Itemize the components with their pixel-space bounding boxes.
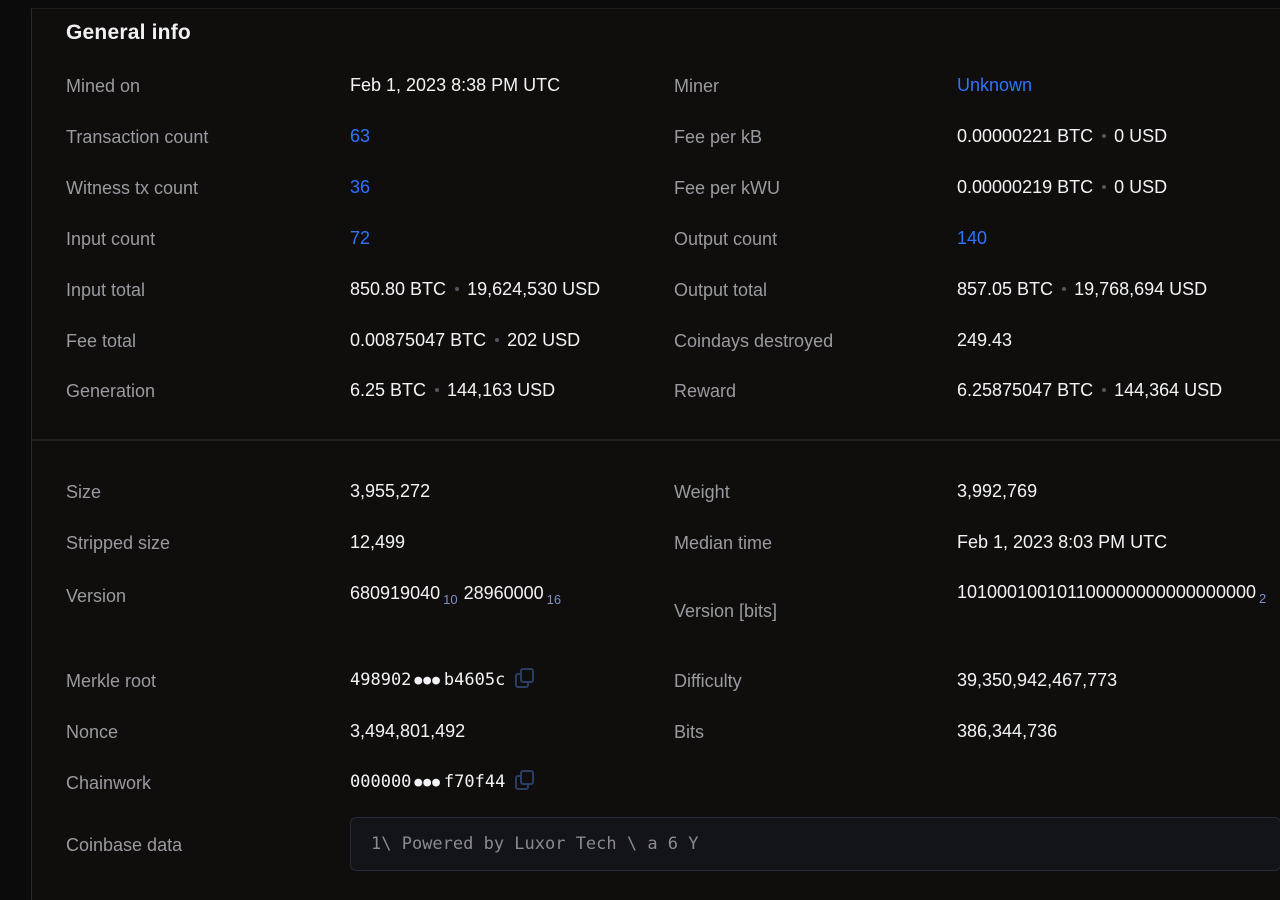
input-total-usd: 19,624,530 USD	[467, 279, 601, 299]
separator-dot	[435, 388, 440, 393]
version-hex-base: 16	[546, 592, 562, 607]
stripped-size-value: 12,499	[350, 532, 406, 552]
coindays-label: Coindays destroyed	[674, 331, 834, 351]
copy-icon[interactable]	[513, 769, 535, 791]
output-count-label: Output count	[674, 229, 778, 249]
version-bits-base: 2	[1259, 591, 1267, 606]
general-info-panel: General info Mined on Feb 1, 2023 8:38 P…	[31, 8, 1280, 900]
difficulty-label: Difficulty	[674, 671, 742, 691]
stripped-size-label: Stripped size	[66, 533, 171, 553]
mined-on-value: Feb 1, 2023 8:38 PM UTC	[350, 75, 561, 95]
separator-dot	[495, 338, 500, 343]
separator-dot	[1102, 134, 1107, 139]
input-total-label: Input total	[66, 280, 146, 300]
bits-label: Bits	[674, 722, 705, 742]
version-value: 680919040 10 28960000 16	[350, 581, 567, 607]
merkle-root-end: b4605c	[443, 670, 506, 690]
tx-count-label: Transaction count	[66, 127, 209, 147]
witness-tx-label: Witness tx count	[66, 178, 199, 198]
reward-label: Reward	[674, 381, 737, 401]
ellipsis-dots: ●●●	[414, 673, 441, 688]
generation-usd: 144,163 USD	[447, 380, 556, 400]
version-decimal-base: 10	[443, 592, 458, 607]
coinbase-label: Coinbase data	[66, 835, 183, 855]
nonce-label: Nonce	[66, 722, 119, 742]
tx-count-link[interactable]: 63	[350, 126, 371, 146]
size-label: Size	[66, 482, 102, 502]
output-count-link[interactable]: 140	[957, 228, 988, 248]
witness-tx-link[interactable]: 36	[350, 177, 371, 197]
miner-label: Miner	[674, 76, 720, 96]
input-count-link[interactable]: 72	[350, 228, 371, 248]
fee-per-kb-btc: 0.00000221 BTC	[957, 126, 1094, 146]
weight-value: 3,992,769	[957, 481, 1038, 501]
version-label: Version	[66, 586, 127, 606]
input-count-label: Input count	[66, 229, 156, 249]
fee-per-kb-usd: 0 USD	[1114, 126, 1168, 146]
section-divider	[32, 439, 1280, 441]
median-time-label: Median time	[674, 533, 773, 553]
output-total-usd: 19,768,694 USD	[1074, 279, 1208, 299]
version-bits-value: 101000100101100000000000000000 2	[957, 577, 1277, 609]
mined-on-label: Mined on	[66, 76, 141, 96]
output-total-btc: 857.05 BTC	[957, 279, 1054, 299]
fee-total-usd: 202 USD	[507, 330, 581, 350]
fee-total-value: 0.00875047 BTC 202 USD	[350, 328, 580, 352]
fee-per-kwu-label: Fee per kWU	[674, 178, 781, 198]
fee-per-kwu-value: 0.00000219 BTC 0 USD	[957, 175, 1167, 199]
output-total-label: Output total	[674, 280, 768, 300]
version-bits-label: Version [bits]	[674, 601, 778, 621]
fee-per-kb-label: Fee per kB	[674, 127, 763, 147]
version-bits-binary: 101000100101100000000000000000	[957, 582, 1256, 602]
merkle-root-start: 498902	[350, 670, 412, 690]
nonce-value: 3,494,801,492	[350, 721, 466, 741]
separator-dot	[1062, 287, 1067, 292]
merkle-root-label: Merkle root	[66, 671, 157, 691]
fee-total-btc: 0.00875047 BTC	[350, 330, 487, 350]
bits-value: 386,344,736	[957, 721, 1058, 741]
generation-label: Generation	[66, 381, 156, 401]
median-time-value: Feb 1, 2023 8:03 PM UTC	[957, 532, 1168, 552]
output-total-value: 857.05 BTC 19,768,694 USD	[957, 277, 1207, 301]
weight-label: Weight	[674, 482, 730, 502]
separator-dot	[455, 287, 460, 292]
reward-usd: 144,364 USD	[1114, 380, 1223, 400]
difficulty-value: 39,350,942,467,773	[957, 670, 1118, 690]
coinbase-data-box[interactable]: 1\ Powered by Luxor Tech \ a 6 Y	[350, 817, 1280, 871]
separator-dot	[1102, 185, 1107, 190]
version-hex: 28960000	[463, 583, 544, 603]
coindays-value: 249.43	[957, 330, 1013, 350]
merkle-root-value: 498902 ●●● b4605c	[350, 668, 535, 694]
chainwork-value: 000000 ●●● f70f44	[350, 770, 535, 796]
miner-link[interactable]: Unknown	[957, 75, 1033, 95]
size-value: 3,955,272	[350, 481, 431, 501]
reward-btc: 6.25875047 BTC	[957, 380, 1094, 400]
ellipsis-dots: ●●●	[414, 775, 441, 790]
fee-per-kb-value: 0.00000221 BTC 0 USD	[957, 124, 1167, 148]
copy-icon[interactable]	[513, 667, 535, 689]
input-total-value: 850.80 BTC 19,624,530 USD	[350, 277, 600, 301]
fee-per-kwu-usd: 0 USD	[1114, 177, 1168, 197]
input-total-btc: 850.80 BTC	[350, 279, 447, 299]
separator-dot	[1102, 388, 1107, 393]
generation-value: 6.25 BTC 144,163 USD	[350, 378, 555, 402]
version-decimal: 680919040	[350, 583, 441, 603]
section-title: General info	[66, 21, 191, 44]
fee-per-kwu-btc: 0.00000219 BTC	[957, 177, 1094, 197]
chainwork-label: Chainwork	[66, 773, 152, 793]
generation-btc: 6.25 BTC	[350, 380, 427, 400]
fee-total-label: Fee total	[66, 331, 137, 351]
chainwork-start: 000000	[350, 772, 412, 792]
chainwork-end: f70f44	[443, 772, 506, 792]
reward-value: 6.25875047 BTC 144,364 USD	[957, 378, 1222, 402]
